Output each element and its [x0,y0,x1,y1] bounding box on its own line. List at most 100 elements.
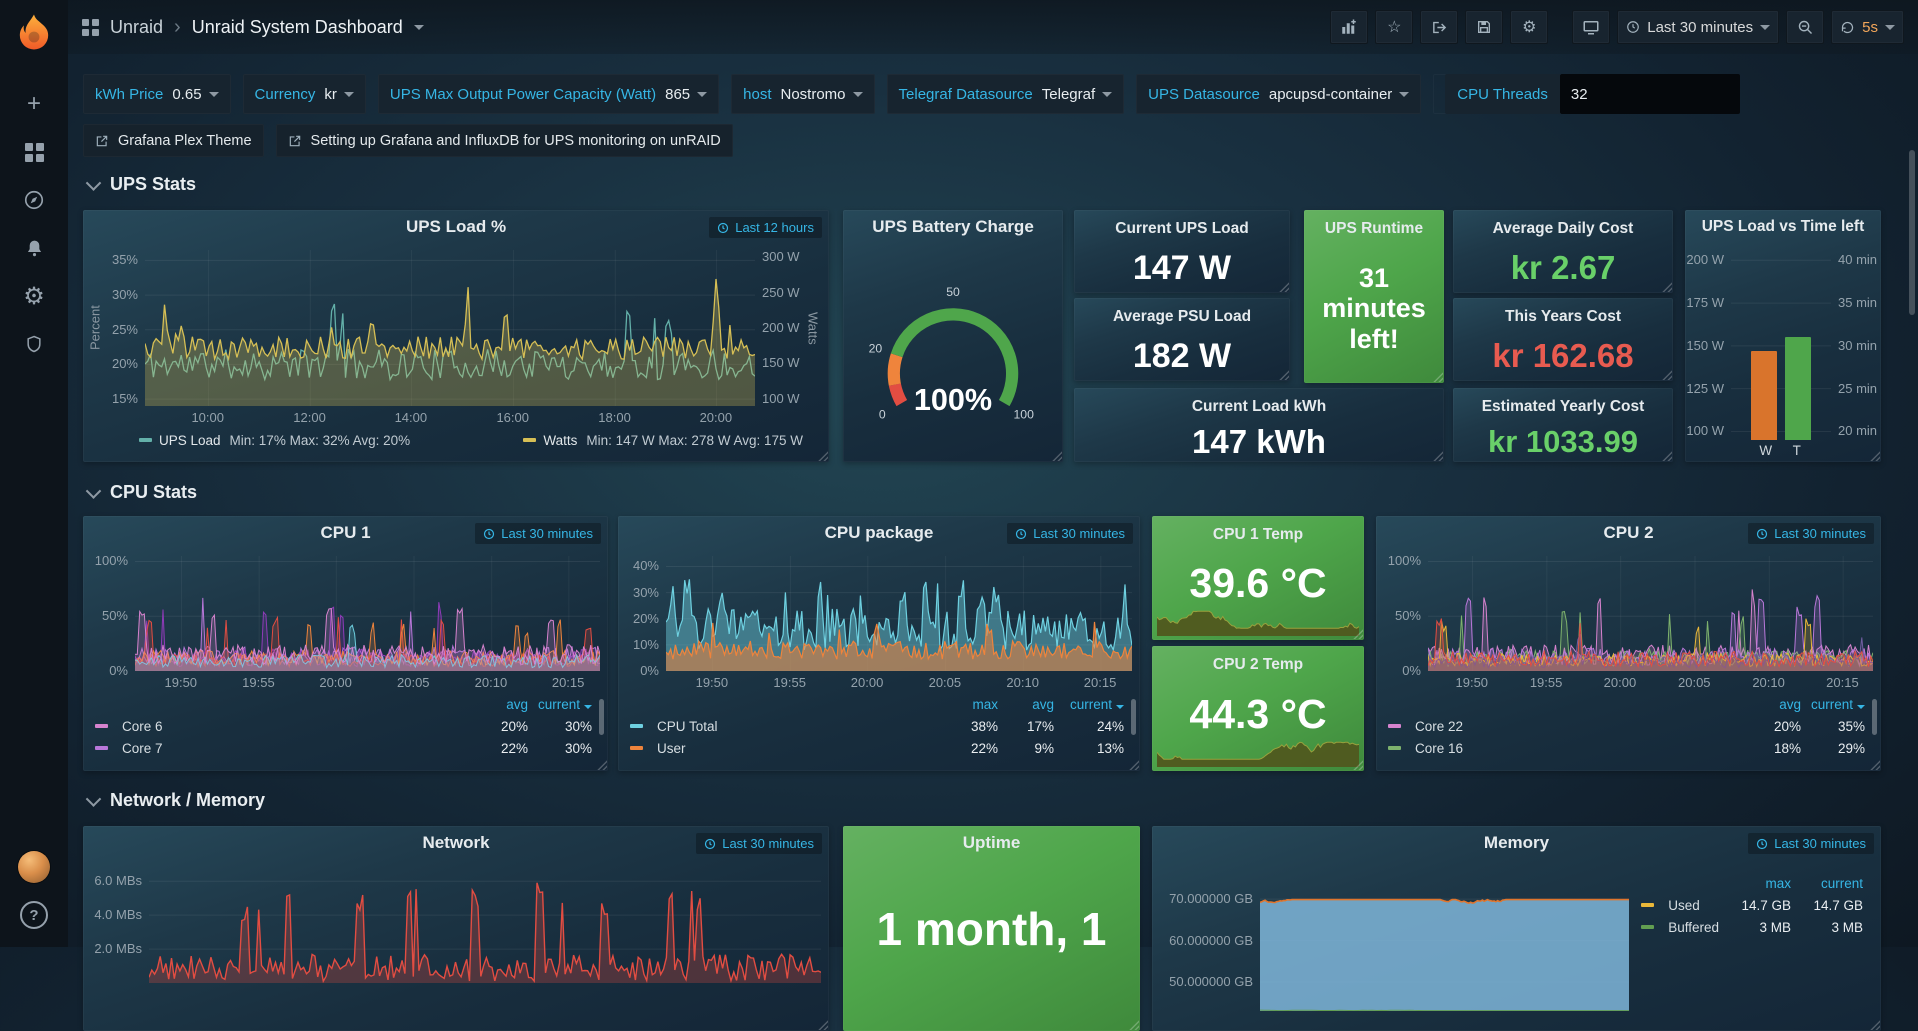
panel-title[interactable]: UPS Runtime [1324,220,1424,237]
panel-time-tag[interactable]: Last 30 minutes [1748,833,1874,854]
variable-host[interactable]: host Nostromo [731,74,875,114]
time-range-picker[interactable]: Last 30 minutes [1617,10,1780,44]
variable-currency[interactable]: Currency kr [242,74,366,114]
variable-value[interactable]: kr [324,86,354,103]
panel-title[interactable]: Memory [1483,833,1550,852]
plot-area[interactable] [1731,250,1831,440]
legend-scrollbar[interactable] [1872,699,1877,735]
legend-col-max[interactable]: max [972,696,998,712]
alerting-bell-icon[interactable] [13,227,55,269]
panel-resize-handle[interactable] [596,759,607,770]
panel-resize-handle[interactable] [1278,369,1289,380]
apps-grid-icon[interactable] [82,18,99,36]
panel-title[interactable]: This Years Cost [1504,308,1621,325]
user-avatar[interactable] [13,846,55,888]
help-icon[interactable]: ? [13,894,55,936]
panel-resize-handle[interactable] [1432,371,1443,382]
panel-title[interactable]: Estimated Yearly Cost [1481,398,1645,415]
tv-kiosk-button[interactable] [1572,10,1611,44]
variable-value[interactable]: 865 [665,86,708,103]
panel-resize-handle[interactable] [1051,450,1062,461]
legend-series-name[interactable]: Buffered [1641,920,1719,935]
explore-compass-icon[interactable] [13,179,55,221]
legend-col-current[interactable]: current [528,697,592,712]
legend-col-current[interactable]: current [1801,697,1865,712]
panel-resize-handle[interactable] [1128,759,1139,770]
variable-value[interactable]: apcupsd-container [1269,86,1410,103]
legend-series-name[interactable]: Core 6 [95,719,464,734]
panel-resize-handle[interactable] [1432,450,1443,461]
panel-time-tag[interactable]: Last 30 minutes [1007,523,1133,544]
panel-resize-handle[interactable] [817,450,828,461]
panel-time-tag[interactable]: Last 30 minutes [475,523,601,544]
plot-area[interactable] [149,866,821,983]
panel-title[interactable]: Average Daily Cost [1492,220,1634,237]
panel-title[interactable]: Average PSU Load [1112,308,1252,325]
panel-resize-handle[interactable] [1278,281,1289,292]
plot-area[interactable] [145,250,755,406]
panel-title[interactable]: CPU 1 [320,523,371,542]
panel-title[interactable]: UPS Battery Charge [872,217,1034,236]
row-header-ups-stats[interactable]: UPS Stats [85,174,196,195]
variable-ups-max-output[interactable]: UPS Max Output Power Capacity (Watt) 865 [377,74,720,114]
legend-col-max[interactable]: max [1765,875,1791,891]
legend-series-name[interactable]: Core 22 [1388,719,1737,734]
link-grafana-plex-theme[interactable]: Grafana Plex Theme [83,124,264,157]
legend-series-name[interactable]: UPS Load [159,432,221,448]
panel-title[interactable]: UPS Load vs Time left [1701,218,1865,235]
variable-value[interactable]: Telegraf [1042,86,1113,103]
bar-T[interactable] [1784,337,1811,440]
cpu-threads-input[interactable] [1559,74,1740,114]
legend-series-name[interactable]: Core 7 [95,741,464,756]
legend-col-current[interactable]: current [1054,697,1124,712]
legend-series-name[interactable]: User [630,741,942,756]
panel-title[interactable]: Current Load kWh [1191,398,1327,415]
page-scrollbar[interactable] [1909,150,1915,315]
add-panel-button[interactable] [1330,10,1369,44]
panel-title[interactable]: CPU 2 Temp [1212,656,1304,673]
grafana-logo-icon[interactable] [14,12,54,52]
legend-series-name[interactable]: Core 16 [1388,741,1737,756]
legend-series-name[interactable]: CPU Total [630,719,942,734]
legend-col-avg[interactable]: avg [506,696,528,712]
row-header-cpu-stats[interactable]: CPU Stats [85,482,197,503]
dashboards-grid-icon[interactable] [13,131,55,173]
row-header-network-memory[interactable]: Network / Memory [85,790,265,811]
plot-area[interactable] [135,556,600,671]
create-plus-icon[interactable]: + [13,83,55,125]
bar-W[interactable] [1751,351,1778,440]
panel-title[interactable]: Uptime [962,833,1021,852]
legend-col-avg[interactable]: avg [1779,696,1801,712]
plot-area[interactable] [1428,556,1873,671]
plot-area[interactable] [666,556,1132,671]
plot-area[interactable] [1260,866,1629,1011]
share-button[interactable] [1420,10,1459,44]
variable-telegraf-datasource[interactable]: Telegraf Datasource Telegraf [886,74,1125,114]
star-button[interactable]: ☆ [1375,10,1414,44]
caret-down-icon[interactable] [413,24,424,30]
panel-title[interactable]: Network [422,833,490,852]
panel-title[interactable]: UPS Load % [405,217,507,236]
panel-resize-handle[interactable] [1869,450,1880,461]
legend-scrollbar[interactable] [1131,699,1136,735]
legend-scrollbar[interactable] [599,699,604,735]
variable-kwh-price[interactable]: kWh Price 0.65 [83,74,231,114]
dashboard-settings-gear-button[interactable]: ⚙ [1510,10,1549,44]
panel-resize-handle[interactable] [1661,450,1672,461]
panel-time-tag[interactable]: Last 12 hours [709,217,822,238]
panel-title[interactable]: Current UPS Load [1115,220,1249,237]
configuration-gear-icon[interactable]: ⚙ [13,275,55,317]
panel-time-tag[interactable]: Last 30 minutes [696,833,822,854]
legend-series-name[interactable]: Watts [543,432,578,448]
panel-resize-handle[interactable] [1352,628,1363,639]
variable-value[interactable]: 0.65 [172,86,219,103]
variable-ups-datasource[interactable]: UPS Datasource apcupsd-container [1136,74,1422,114]
breadcrumb-dashboard-title[interactable]: Unraid System Dashboard [191,16,403,37]
server-admin-shield-icon[interactable] [13,323,55,365]
panel-resize-handle[interactable] [817,1019,828,1030]
variable-value[interactable]: Nostromo [781,86,863,103]
legend-col-current[interactable]: current [1820,875,1863,891]
breadcrumb-app[interactable]: Unraid [110,16,164,37]
panel-resize-handle[interactable] [1352,759,1363,770]
panel-title[interactable]: CPU 1 Temp [1212,526,1304,543]
